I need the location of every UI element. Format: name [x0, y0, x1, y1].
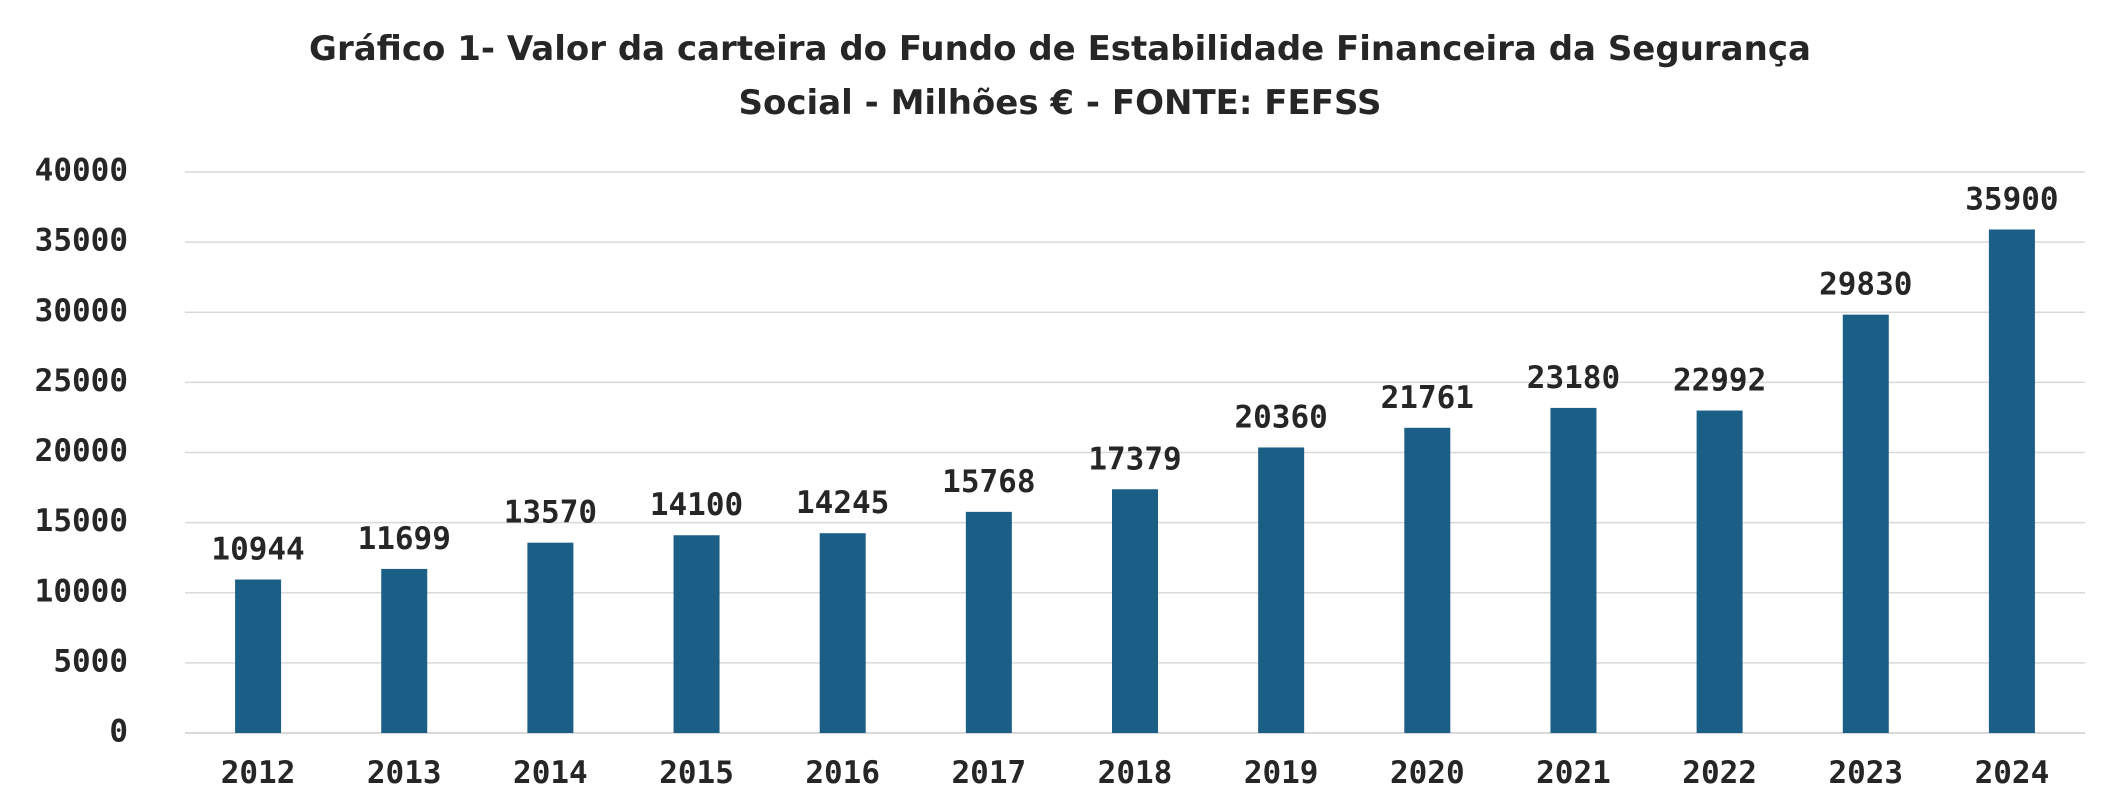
- data-label-2015: 14100: [650, 487, 743, 523]
- bars: [235, 229, 2035, 733]
- bar-2023: [1842, 314, 1889, 733]
- bar-2024: [1988, 229, 2035, 733]
- y-tick-label: 40000: [35, 153, 128, 189]
- x-axis-tick-labels: 2012 2013 2014 2015 2016 2017 2018 2019 2020 2021…: [221, 755, 2050, 791]
- y-tick-label: 35000: [35, 223, 128, 259]
- y-tick-label: 25000: [35, 363, 128, 399]
- bar-2021: [1550, 407, 1597, 733]
- bar-2017: [965, 511, 1012, 733]
- x-tick-label-2013: 2013: [367, 755, 442, 791]
- bar-2022: [1696, 410, 1743, 733]
- x-tick-label-2017: 2017: [952, 755, 1027, 791]
- x-tick-label-2012: 2012: [221, 755, 296, 791]
- bar-2016: [819, 533, 866, 733]
- x-tick-label-2015: 2015: [659, 755, 734, 791]
- x-tick-label-2022: 2022: [1682, 755, 1757, 791]
- data-label-2018: 17379: [1088, 441, 1181, 477]
- chart-title-line-1: Gráfico 1- Valor da carteira do Fundo de…: [309, 29, 1811, 69]
- data-label-2012: 10944: [211, 532, 304, 568]
- data-labels: 10944 11699 13570 14100 14245 15768 17379 20360…: [211, 182, 2058, 568]
- x-tick-label-2016: 2016: [805, 755, 880, 791]
- data-label-2013: 11699: [358, 521, 451, 557]
- y-tick-label: 0: [109, 714, 128, 750]
- x-tick-label-2021: 2021: [1536, 755, 1611, 791]
- data-label-2019: 20360: [1234, 399, 1327, 435]
- gridlines: [185, 171, 2085, 734]
- bar-2012: [235, 579, 282, 733]
- x-tick-label-2018: 2018: [1098, 755, 1173, 791]
- y-tick-label: 20000: [35, 433, 128, 469]
- x-tick-label-2019: 2019: [1244, 755, 1319, 791]
- y-tick-label: 30000: [35, 293, 128, 329]
- y-tick-label: 10000: [35, 573, 128, 609]
- bar-2013: [381, 568, 428, 733]
- data-label-2022: 22992: [1673, 363, 1766, 399]
- chart-title: Gráfico 1- Valor da carteira do Fundo de…: [0, 22, 2120, 130]
- x-tick-label-2020: 2020: [1390, 755, 1465, 791]
- data-label-2024: 35900: [1965, 182, 2058, 218]
- bar-2018: [1112, 489, 1158, 733]
- data-label-2017: 15768: [942, 464, 1035, 500]
- bar-2015: [673, 535, 720, 733]
- x-tick-label-2023: 2023: [1828, 755, 1903, 791]
- data-label-2016: 14245: [796, 485, 889, 521]
- y-tick-label: 15000: [35, 503, 128, 539]
- bar-2020: [1404, 427, 1451, 733]
- x-tick-label-2014: 2014: [513, 755, 588, 791]
- data-label-2021: 23180: [1527, 360, 1620, 396]
- chart-title-line-2: Social - Milhões € - FONTE: FEFSS: [738, 83, 1382, 123]
- data-label-2020: 21761: [1381, 380, 1474, 416]
- bar-2014: [527, 542, 574, 733]
- data-label-2014: 13570: [504, 495, 597, 531]
- y-tick-label: 5000: [53, 643, 128, 679]
- bar-2019: [1258, 447, 1305, 733]
- x-tick-label-2024: 2024: [1975, 755, 2050, 791]
- y-axis-tick-labels: 0 5000 10000 15000 20000 25000 30000 35000 40000: [35, 153, 128, 750]
- data-label-2023: 29830: [1819, 267, 1912, 303]
